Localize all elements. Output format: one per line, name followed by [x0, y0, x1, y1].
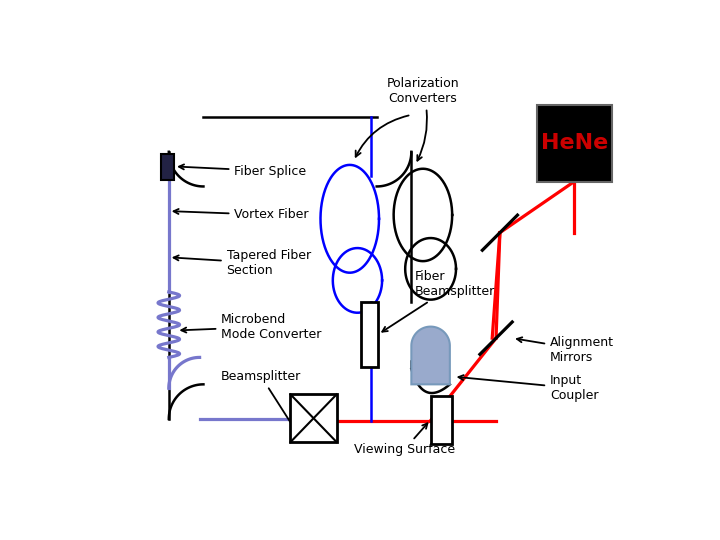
- Text: HeNe: HeNe: [541, 133, 608, 153]
- Text: Vortex Fiber: Vortex Fiber: [174, 208, 309, 221]
- Text: Microbend
Mode Converter: Microbend Mode Converter: [181, 313, 322, 341]
- Bar: [361, 302, 378, 367]
- Text: Input
Coupler: Input Coupler: [459, 374, 598, 402]
- Text: Fiber Splice: Fiber Splice: [179, 164, 307, 178]
- Text: Tapered Fiber
Section: Tapered Fiber Section: [174, 249, 310, 278]
- Polygon shape: [411, 327, 450, 384]
- Text: Viewing Surface: Viewing Surface: [354, 423, 455, 456]
- Text: Beamsplitter: Beamsplitter: [221, 370, 302, 430]
- Text: Polarization
Converters: Polarization Converters: [387, 77, 459, 160]
- Bar: [290, 394, 337, 442]
- Bar: [537, 105, 611, 182]
- Text: Alignment
Mirrors: Alignment Mirrors: [517, 336, 614, 364]
- Text: Fiber
Beamsplitter: Fiber Beamsplitter: [382, 270, 495, 332]
- Bar: [431, 396, 452, 444]
- Bar: [161, 154, 174, 180]
